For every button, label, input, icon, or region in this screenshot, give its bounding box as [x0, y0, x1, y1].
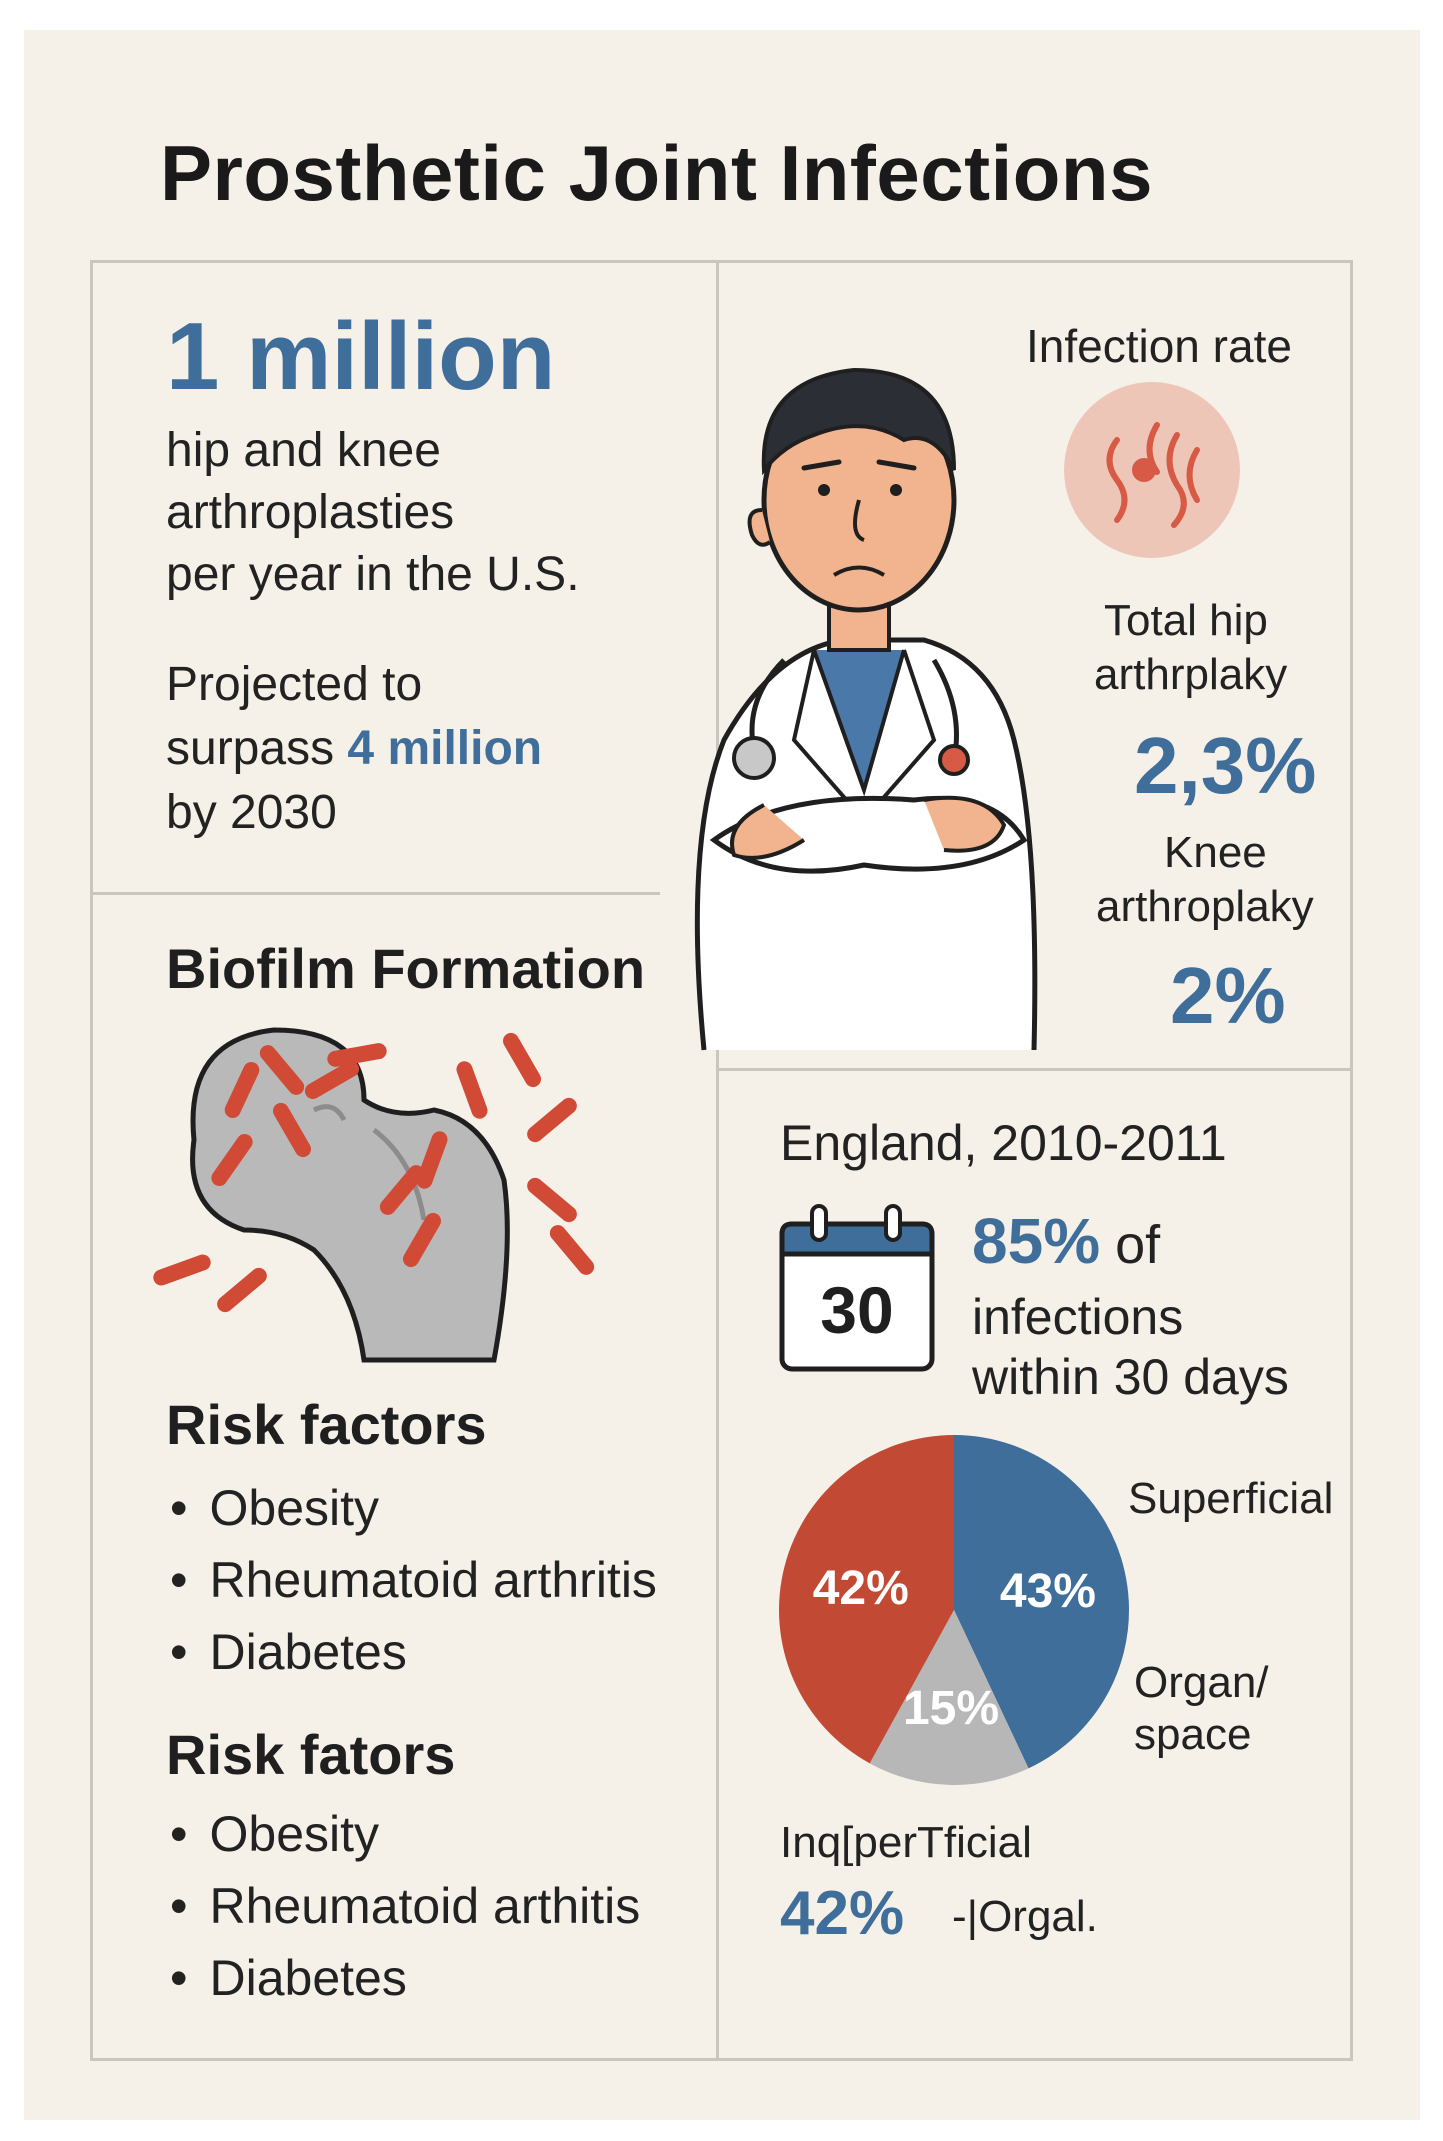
calendar-icon	[779, 1204, 935, 1372]
hip-label-line-1: Total hip	[1104, 596, 1268, 645]
england-pct-line: 85% of	[972, 1209, 1161, 1276]
risk-factors-heading: Risk factors	[166, 1393, 487, 1456]
pie-label-0: 43%	[1000, 1565, 1096, 1618]
footer-label: Inq[perTficial	[780, 1818, 1032, 1867]
doctor-illustration	[694, 367, 1038, 1051]
legend-organ-line-1: Organ/	[1134, 1658, 1269, 1707]
frame-top	[90, 260, 1353, 263]
risk-fators-list: Obesity Rheumatoid arthitis Diabetes	[170, 1798, 641, 2014]
infection-rate-label: Infection rate	[1026, 320, 1292, 372]
list-item: Rheumatoid arthitis	[170, 1870, 641, 1942]
england-of: of	[1115, 1215, 1161, 1275]
knee-label-line-2: arthroplaky	[1096, 882, 1314, 931]
frame-left	[90, 260, 93, 2060]
list-item: Rheumatoid arthritis	[170, 1544, 657, 1616]
pie-slice-0	[954, 1435, 1129, 1769]
infographic-page: Prosthetic Joint Infections 1 million hi…	[24, 30, 1420, 2120]
pie-slice-2	[779, 1435, 954, 1764]
england-line-2: within 30 days	[972, 1349, 1289, 1405]
calendar-day: 30	[820, 1273, 894, 1347]
biofilm-heading: Biofilm Formation	[166, 937, 646, 1000]
list-item: Diabetes	[170, 1942, 640, 2014]
list-item: Diabetes	[170, 1616, 657, 1688]
headline-line-3: per year in the U.S.	[166, 548, 580, 601]
projection-line-1: Projected to	[166, 658, 423, 711]
projection-line-2: surpass 4 million	[166, 718, 542, 780]
hip-label-line-2: arthrplaky	[1094, 650, 1288, 699]
page-title: Prosthetic Joint Infections	[160, 129, 1153, 217]
projection-value: 4 million	[347, 722, 543, 775]
projection-year: by 2030	[166, 786, 337, 839]
legend-organ-line-2: space	[1134, 1710, 1252, 1759]
england-heading: England, 2010-2011	[780, 1115, 1227, 1171]
legend-superficial: Superficial	[1128, 1474, 1334, 1523]
infection-waves-icon	[1064, 382, 1240, 558]
frame-bottom	[90, 2058, 1353, 2061]
list-item: Obesity	[170, 1472, 657, 1544]
bone-with-bacteria-illustration	[153, 1027, 595, 1363]
footer-value: 42%	[780, 1879, 905, 1948]
headline-line-1: hip and knee	[166, 424, 441, 477]
pie-label-2: 42%	[813, 1562, 909, 1615]
list-item: Obesity	[170, 1798, 640, 1870]
hip-value: 2,3%	[1134, 721, 1317, 810]
frame-mid-vertical	[716, 260, 719, 2060]
infection-type-pie-chart: 43% 15% 42%	[779, 1435, 1129, 1785]
frame-right	[1350, 260, 1353, 2060]
footer-text: -|Orgal.	[952, 1892, 1098, 1941]
frame-left-divider	[90, 892, 660, 895]
england-line-1: infections	[972, 1289, 1184, 1345]
projection-surpass: surpass	[166, 722, 335, 775]
headline-value: 1 million	[166, 303, 556, 410]
frame-right-divider	[716, 1068, 1353, 1071]
risk-factors-list: Obesity Rheumatoid arthritis Diabetes	[170, 1472, 657, 1688]
knee-label-line-1: Knee	[1164, 828, 1267, 877]
knee-value: 2%	[1170, 951, 1286, 1040]
headline-line-2: arthroplasties	[166, 486, 455, 539]
england-pct: 85%	[972, 1205, 1101, 1277]
pie-label-1: 15%	[903, 1682, 999, 1735]
pie-slice-1	[869, 1610, 1029, 1785]
risk-fators-heading: Risk fators	[166, 1723, 456, 1786]
